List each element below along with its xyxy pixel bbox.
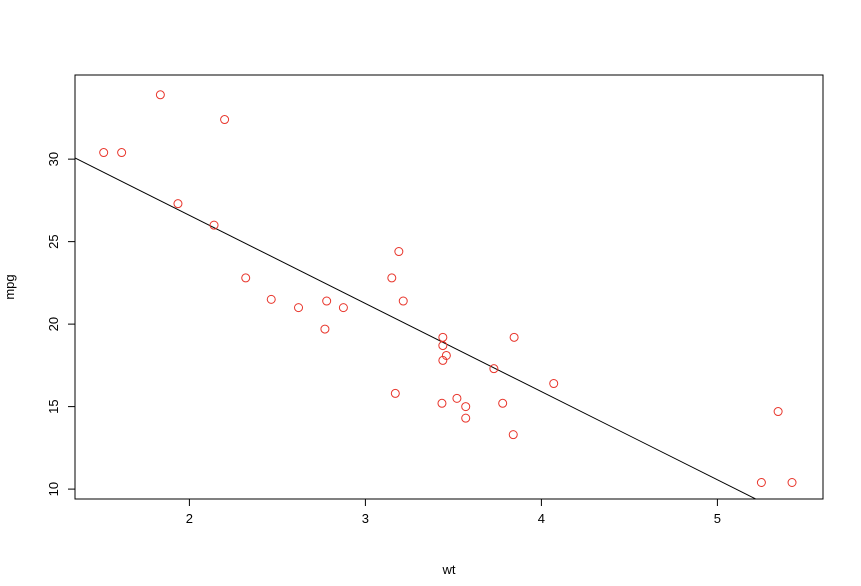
y-tick-label: 20 [46,317,61,331]
data-point [452,393,462,403]
data-point [437,398,447,408]
y-tick-label: 25 [46,234,61,248]
plot-frame [74,74,824,500]
data-point [241,273,251,283]
regression-line [75,157,757,499]
data-point [266,294,276,304]
x-tick-label: 5 [714,511,721,526]
data-point [438,355,448,365]
data-point [549,379,559,389]
data-point [461,413,471,423]
x-axis: 2 3 4 5 [186,499,721,526]
data-point [398,296,408,306]
data-point [220,115,230,125]
data-point [322,296,332,306]
data-point [99,148,109,158]
data-point [509,332,519,342]
data-point [173,199,183,209]
data-point [461,402,471,412]
data-point [508,430,518,440]
y-axis: 10 15 20 25 30 [46,152,75,496]
x-tick-label: 4 [538,511,545,526]
data-point [338,303,348,313]
y-axis-label: mpg [2,274,17,299]
data-point [394,247,404,257]
data-point [387,273,397,283]
data-point [117,148,127,158]
y-tick-label: 30 [46,152,61,166]
y-tick-label: 10 [46,482,61,496]
x-tick-label: 3 [362,511,369,526]
data-point [390,388,400,398]
data-point [438,332,448,342]
data-point [498,398,508,408]
data-point [294,303,304,313]
data-point [320,324,330,334]
data-point [756,478,766,488]
y-tick-label: 15 [46,399,61,413]
data-point [773,407,783,417]
data-point [489,364,499,374]
data-point [787,478,797,488]
data-point [155,90,165,100]
data-point [209,220,219,230]
x-axis-label: wt [442,562,456,577]
x-tick-label: 2 [186,511,193,526]
